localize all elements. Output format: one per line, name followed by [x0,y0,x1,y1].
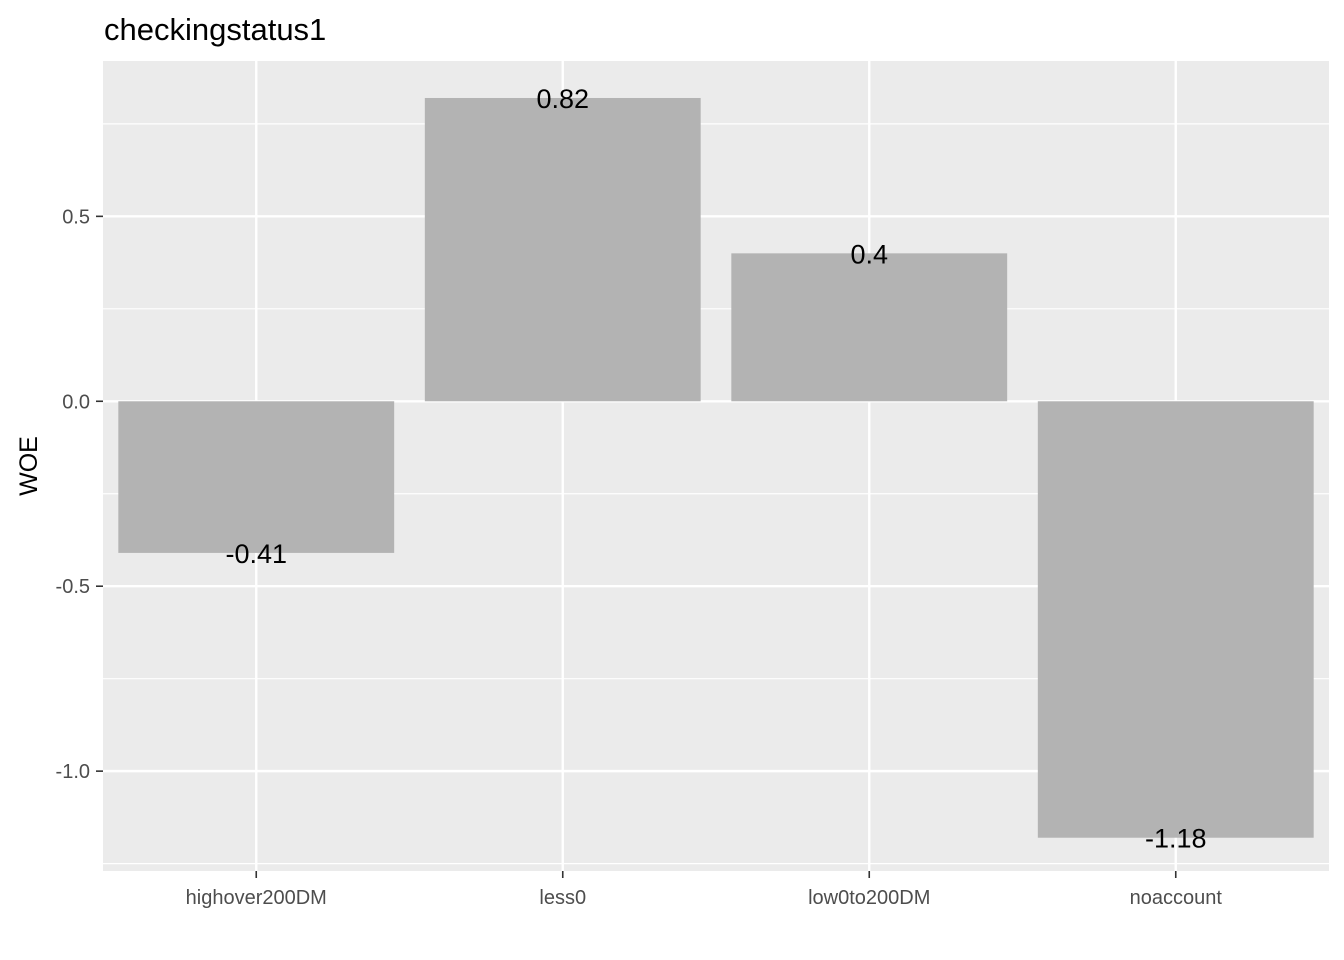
y-tick-label: 0.0 [62,391,90,413]
y-tick-label: -0.5 [56,576,90,598]
data-label: 0.82 [536,84,589,114]
y-tick-label: -1.0 [56,761,90,783]
x-tick-label: noaccount [1130,887,1223,909]
x-tick-label: highover200DM [186,887,327,909]
bar [1037,401,1314,838]
data-labels: -0.41 0.82 0.4 -1.18 [225,84,1206,854]
bars [118,97,1314,838]
x-tick-label: less0 [539,887,586,909]
y-axis: -1.0 -0.5 0.0 0.5 [56,206,103,783]
data-label: 0.4 [850,239,888,269]
bar [424,97,701,402]
y-axis-label: WOE [15,436,43,496]
chart-title: checkingstatus1 [104,12,326,47]
x-axis: highover200DM less0 low0to200DM noaccount [186,871,1223,909]
data-label: -0.41 [225,539,287,569]
x-tick-label: low0to200DM [808,887,930,909]
y-tick-label: 0.5 [62,206,90,228]
data-label: -1.18 [1145,824,1207,854]
bar [118,401,395,553]
bar [731,253,1008,402]
